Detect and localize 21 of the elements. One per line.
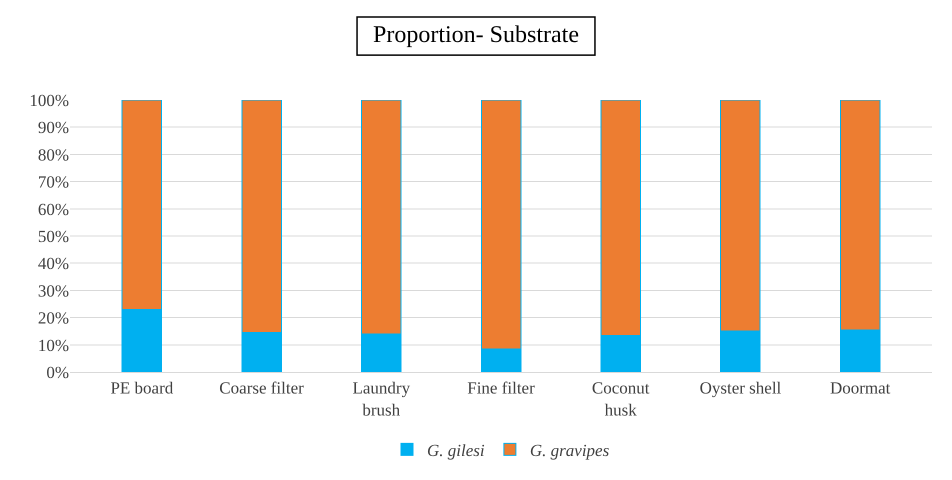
x-tick-label: Laundry brush xyxy=(352,378,411,420)
y-tick-label: 10% xyxy=(38,336,69,355)
y-tick-label: 0% xyxy=(46,362,69,382)
x-tick-label: Fine filter xyxy=(467,378,536,398)
x-tick-label: Oyster shell xyxy=(700,378,782,398)
y-tick-label: 60% xyxy=(38,200,69,219)
legend-label: G. gravipes xyxy=(530,441,610,460)
chart-title: Proportion- Substrate xyxy=(373,22,579,48)
y-tick-label: 30% xyxy=(38,281,69,300)
x-tick-label: PE board xyxy=(110,378,174,398)
y-tick-label: 50% xyxy=(38,226,69,246)
x-tick-label: Coarse filter xyxy=(219,378,304,398)
y-tick-label: 40% xyxy=(38,254,69,274)
y-tick-label: 100% xyxy=(29,90,69,110)
y-tick-label: 90% xyxy=(38,118,69,138)
y-tick-label: 80% xyxy=(38,145,69,164)
y-tick-label: 20% xyxy=(38,308,69,328)
legend-label: G. gilesi xyxy=(427,441,485,460)
x-tick-label: Coconut husk xyxy=(592,378,650,420)
x-tick-label: Doormat xyxy=(830,378,891,398)
y-tick-label: 70% xyxy=(38,172,69,192)
